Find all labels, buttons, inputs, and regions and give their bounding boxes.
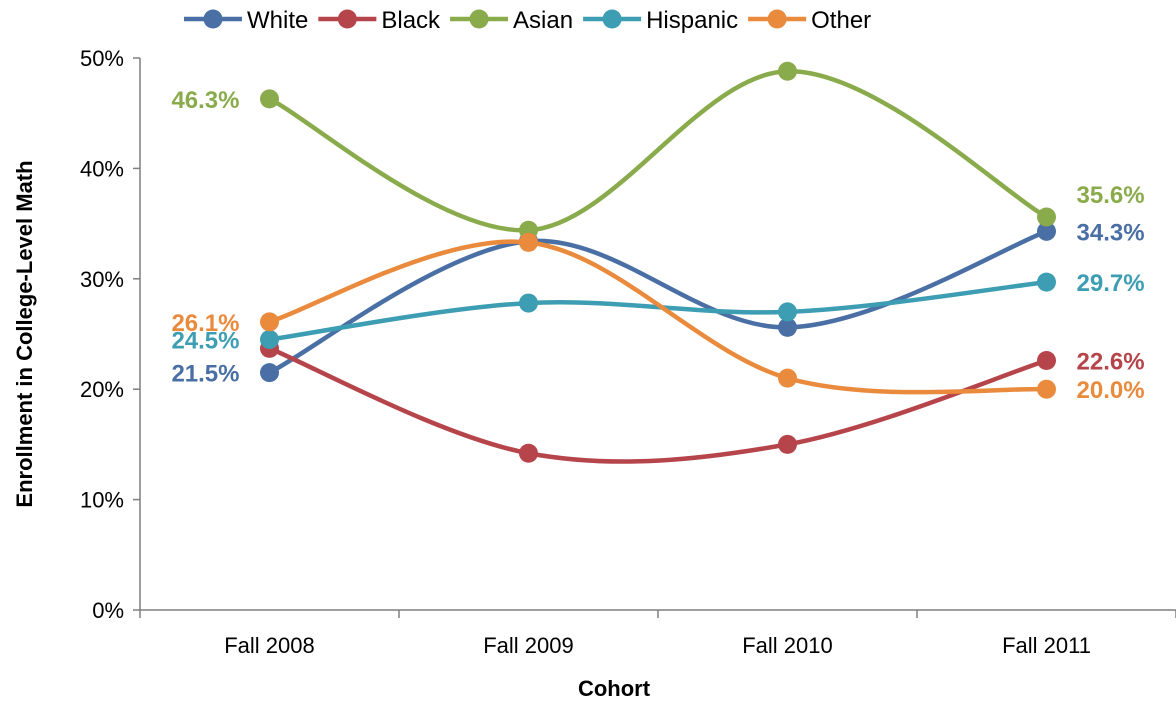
data-label-black: 22.6%: [1077, 348, 1145, 375]
x-axis: Fall 2008 Fall 2009 Fall 2010 Fall 2011: [139, 609, 1176, 658]
legend-item-other: Other: [748, 7, 871, 34]
y-tick-label: 20%: [80, 377, 124, 402]
data-point: [519, 443, 538, 463]
series-black: [260, 338, 1056, 464]
legend-label: Black: [381, 7, 441, 34]
x-tick-label: Fall 2010: [742, 633, 833, 658]
data-point: [778, 317, 797, 337]
data-point: [260, 89, 279, 109]
data-point: [1037, 350, 1056, 370]
data-point: [260, 363, 279, 383]
legend-label: Other: [811, 7, 871, 34]
series-line-asian: [267, 68, 1049, 233]
y-tick-label: 0%: [92, 598, 124, 623]
y-axis-title: Enrollment in College-Level Math: [12, 160, 37, 507]
x-tick-label: Fall 2009: [483, 633, 574, 658]
series-other: [260, 232, 1056, 399]
data-point: [519, 232, 538, 252]
legend-label: Hispanic: [646, 7, 738, 34]
series-line-white: [267, 229, 1049, 375]
data-label-white: 34.3%: [1077, 219, 1145, 246]
y-tick-label: 30%: [80, 267, 124, 292]
legend-marker: [203, 9, 223, 29]
y-tick-label: 50%: [80, 46, 124, 71]
legend-item-hispanic: Hispanic: [583, 7, 738, 34]
data-point: [519, 293, 538, 313]
data-point: [778, 368, 797, 388]
data-point: [260, 312, 279, 332]
series-line-other: [267, 239, 1049, 395]
legend-item-asian: Asian: [450, 7, 573, 34]
data-point: [1037, 379, 1056, 399]
series-asian: [260, 61, 1056, 240]
y-tick-label: 40%: [80, 156, 124, 181]
x-tick-label: Fall 2008: [224, 633, 315, 658]
data-label-asian: 46.3%: [171, 87, 239, 114]
legend: White Black Asian Hispanic Other: [184, 7, 871, 34]
data-point: [1037, 272, 1056, 292]
series-line-black: [267, 346, 1049, 464]
data-label-asian: 35.6%: [1077, 182, 1145, 209]
data-point: [1037, 221, 1056, 241]
data-label-white: 21.5%: [171, 361, 239, 388]
x-axis-title: Cohort: [578, 676, 651, 701]
data-label-hispanic: 24.5%: [171, 328, 239, 355]
data-label-hispanic: 29.7%: [1077, 270, 1145, 297]
series-line-hispanic: [267, 279, 1049, 342]
legend-label: Asian: [513, 7, 573, 34]
y-axis: 0% 10% 20% 30% 40% 50%: [80, 46, 141, 623]
legend-marker: [767, 9, 787, 29]
data-point: [778, 434, 797, 454]
legend-item-black: Black: [318, 7, 441, 34]
plot-area: [260, 61, 1056, 464]
x-tick-label: Fall 2011: [1002, 633, 1091, 658]
legend-marker: [602, 9, 622, 29]
data-label-other: 26.1%: [171, 310, 239, 337]
legend-item-white: White: [184, 7, 308, 34]
y-tick-label: 10%: [80, 488, 124, 513]
legend-marker: [337, 9, 357, 29]
legend-label: White: [247, 7, 308, 34]
data-label-other: 20.0%: [1077, 377, 1145, 404]
data-point: [778, 302, 797, 322]
data-point: [1037, 207, 1056, 227]
legend-marker: [469, 9, 489, 29]
data-labels: 21.5% 34.3% 22.6% 46.3% 35.6% 24.5% 29.7% 26.1%…: [171, 87, 1144, 404]
data-point: [778, 61, 797, 81]
data-point: [260, 330, 279, 350]
